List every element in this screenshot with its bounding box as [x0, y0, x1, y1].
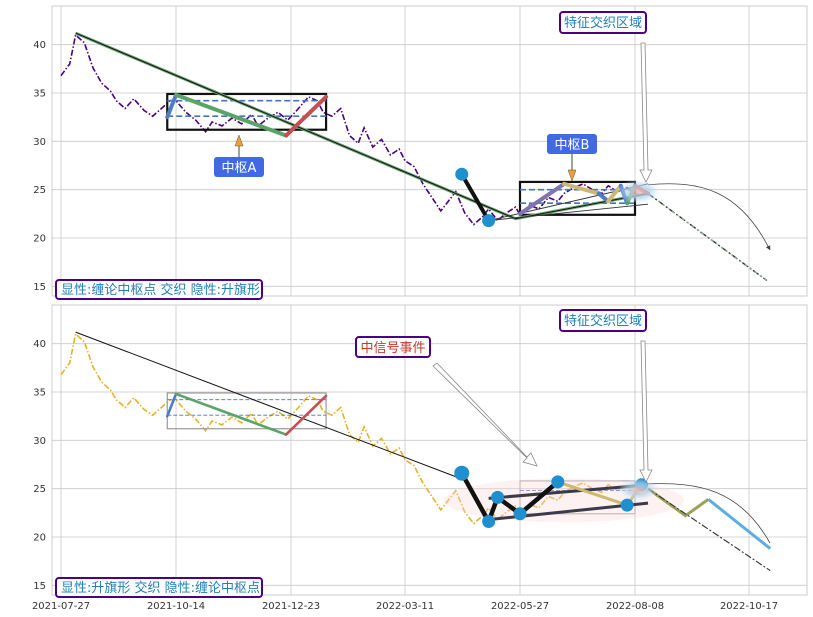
interleave-glow	[616, 179, 661, 204]
y-tick-label-20: 20	[33, 234, 46, 245]
projection-line-inner	[647, 193, 768, 281]
feature-interleave-bottom: 特征交织区域	[559, 309, 653, 483]
feature-interleave-top: 特征交织区域	[559, 11, 653, 183]
projection-target	[707, 498, 772, 550]
arc-arrow	[648, 483, 771, 544]
pivot-point-0	[455, 167, 469, 181]
y-tick-label-20: 20	[33, 533, 46, 544]
top-marks	[60, 31, 771, 282]
bottom-legend-text: 显性:升旗形 交织 隐性:缠论中枢点	[61, 580, 260, 596]
stroke-segment-5	[562, 181, 601, 196]
stroke-segment-2	[284, 394, 328, 436]
y-tick-label-15: 15	[33, 581, 46, 592]
y-tick-label-30: 30	[33, 137, 46, 148]
stroke-segment-0	[165, 392, 178, 418]
y-tick-label-35: 35	[33, 89, 46, 100]
stroke-segment-1	[174, 92, 289, 138]
zhongshu-a-bubble: 中枢A	[214, 134, 264, 177]
top-y-axis: 15 20 25 30 35 40	[33, 40, 46, 293]
x-tick-label-5: 2022-08-08	[606, 601, 664, 612]
stroke-segment-0	[165, 92, 178, 120]
bottom-marks	[60, 331, 772, 572]
zhongshu-b-bubble: 中枢B	[547, 134, 597, 182]
zhongshu-box	[166, 392, 327, 430]
y-tick-label-40: 40	[33, 40, 46, 51]
stroke-segment-2	[284, 94, 329, 138]
flag-lower-line	[488, 203, 649, 222]
signal-event-box: 中信号事件	[355, 336, 538, 467]
zhongshu-b-label: 中枢B	[555, 138, 590, 153]
y-tick-label-25: 25	[33, 484, 46, 495]
x-tick-label-0: 2021-07-27	[32, 601, 90, 612]
x-tick-label-1: 2021-10-14	[147, 601, 205, 612]
feature-interleave-top-label: 特征交织区域	[564, 15, 642, 31]
top-legend-text: 显性:缠论中枢点 交织 隐性:升旗形	[61, 282, 260, 298]
zhongshu-a-label: 中枢A	[222, 161, 257, 176]
flag-point-4	[551, 475, 565, 489]
price-line	[60, 332, 649, 525]
flag-point-5	[620, 498, 634, 512]
signal-event-label: 中信号事件	[360, 341, 425, 356]
x-axis: 2021-07-27 2021-10-14 2021-12-23 2022-03-11…	[32, 601, 778, 612]
bottom-y-axis: 15 20 25 30 35 40	[33, 339, 46, 592]
x-tick-label-4: 2022-05-27	[491, 601, 549, 612]
x-tick-label-3: 2022-03-11	[376, 601, 434, 612]
arc-arrow	[647, 183, 771, 251]
y-tick-label-30: 30	[33, 436, 46, 447]
y-tick-label-15: 15	[33, 282, 46, 293]
flag-point-3	[513, 507, 527, 521]
flag-point-2	[491, 490, 505, 504]
bottom-panel: 15 20 25 30 35 40 中信号事件 特征交织区域 显性:升旗形 交织 隐性:缠…	[33, 304, 808, 598]
pivot-point-1	[482, 214, 496, 228]
x-tick-label-2: 2021-12-23	[262, 601, 320, 612]
trend-line	[75, 32, 649, 220]
top-plot-area	[51, 5, 808, 297]
stroke-segment-1	[174, 392, 288, 436]
price-line	[60, 33, 649, 226]
interleave-glow	[618, 478, 659, 501]
pivot-stroke	[460, 173, 491, 222]
top-legend-box: 显性:缠论中枢点 交织 隐性:升旗形	[55, 279, 263, 300]
stroke-segment-4	[518, 181, 567, 216]
projection-zigzag	[647, 487, 710, 518]
stroke-segment-6	[596, 191, 611, 204]
trend-line	[75, 331, 462, 480]
y-tick-label-35: 35	[33, 388, 46, 399]
projection-dashdot	[647, 488, 771, 572]
feature-interleave-bottom-label: 特征交织区域	[564, 313, 642, 329]
flag-point-0	[454, 465, 470, 481]
flag-point-1	[482, 515, 496, 529]
x-tick-label-6: 2022-10-17	[720, 601, 778, 612]
y-tick-label-40: 40	[33, 339, 46, 350]
top-panel: 15 20 25 30 35 40 中枢A 中枢B 特征交织区域 显性:缠论中枢点 交织 …	[33, 5, 808, 300]
bottom-legend-box: 显性:升旗形 交织 隐性:缠论中枢点	[55, 577, 263, 598]
y-tick-label-25: 25	[33, 185, 46, 196]
